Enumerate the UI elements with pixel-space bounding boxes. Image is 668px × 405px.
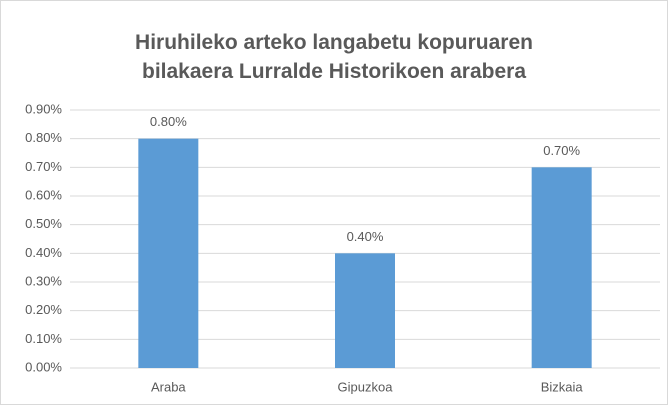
y-tick-label: 0.50% xyxy=(25,216,62,231)
y-tick-label: 0.40% xyxy=(25,245,62,260)
bar xyxy=(335,253,395,368)
chart-title: Hiruhileko arteko langabetu kopuruaren b… xyxy=(135,31,533,83)
y-tick-label: 0.30% xyxy=(25,273,62,288)
data-label: 0.40% xyxy=(347,229,384,244)
y-tick-label: 0.70% xyxy=(25,159,62,174)
y-tick-label: 0.10% xyxy=(25,331,62,346)
bar xyxy=(531,167,592,368)
y-tick-label: 0.00% xyxy=(25,359,62,374)
x-tick-label: Gipuzkoa xyxy=(338,379,394,394)
data-label: 0.70% xyxy=(543,143,580,158)
x-tick-label: Bizkaia xyxy=(541,379,584,394)
y-tick-label: 0.20% xyxy=(25,302,62,317)
bar xyxy=(138,138,199,368)
data-label: 0.80% xyxy=(150,114,187,129)
x-tick-label: Araba xyxy=(151,379,186,394)
y-tick-label: 0.60% xyxy=(25,187,62,202)
y-tick-label: 0.80% xyxy=(25,130,62,145)
y-tick-label: 0.90% xyxy=(25,101,62,116)
